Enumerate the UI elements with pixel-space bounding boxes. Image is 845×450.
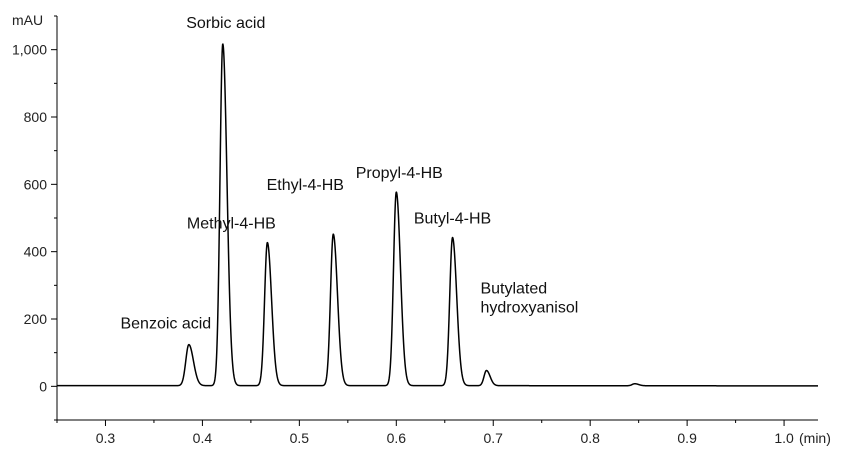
x-tick-label: 0.8: [580, 430, 600, 446]
peak-label: Benzoic acid: [120, 316, 211, 333]
axes: 0 200 400 600 800 1,000 mAU 0.3 0.4 0.5 0.6 0.7 0.8 0…: [12, 12, 831, 446]
peak-label: Sorbic acid: [186, 15, 265, 32]
x-tick-label: 0.9: [677, 430, 697, 446]
y-tick-label: 400: [24, 244, 48, 260]
peak-labels: Benzoic acid Sorbic acid Methyl-4-HB Ethyl-…: [120, 15, 578, 333]
x-tick-label: 0.4: [193, 430, 213, 446]
x-tick-label: 1.0: [774, 430, 794, 446]
x-tick-label: 0.7: [484, 430, 504, 446]
chromatogram-trace: [56, 43, 819, 387]
x-tick-label: 0.3: [96, 430, 116, 446]
x-tick-label: 0.5: [290, 430, 310, 446]
y-tick-label: 600: [24, 176, 48, 192]
y-tick-label: 200: [24, 311, 48, 327]
y-tick-label: 800: [24, 109, 48, 125]
peak-label: Butylated: [480, 281, 547, 298]
peak-label: Ethyl-4-HB: [267, 177, 344, 194]
peak-label: Butyl-4-HB: [414, 211, 491, 228]
y-tick-label: 1,000: [12, 42, 47, 58]
trace-layer: [56, 43, 819, 387]
peak-label: hydroxyanisol: [480, 300, 578, 317]
x-tick-label: 0.6: [387, 430, 407, 446]
y-axis-unit: mAU: [12, 12, 43, 28]
peak-label: Methyl-4-HB: [187, 216, 276, 233]
x-axis-unit: (min): [799, 430, 831, 446]
y-tick-label: 0: [39, 378, 47, 394]
peak-label: Propyl-4-HB: [356, 165, 443, 182]
